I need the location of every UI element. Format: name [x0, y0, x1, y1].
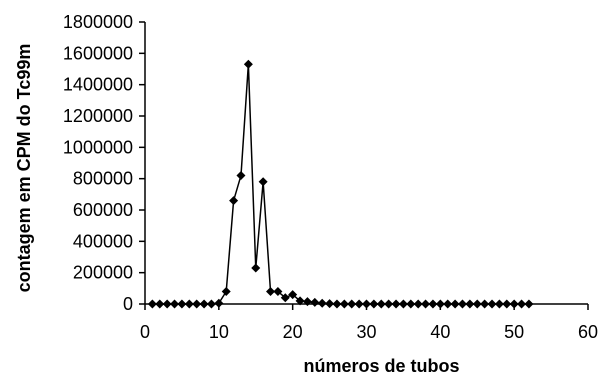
x-tick-label: 20	[283, 322, 303, 342]
data-point-marker	[229, 196, 239, 206]
y-axis-ticks: 0 200000 400000 600000 800000 1000000 1200000 1…	[63, 12, 145, 314]
data-point-marker	[243, 59, 253, 69]
data-point-marker	[266, 286, 276, 296]
y-tick-label: 1400000	[63, 75, 133, 95]
data-point-marker	[354, 299, 364, 309]
x-axis-ticks: 0 10 20 30 40 50 60	[140, 304, 598, 342]
data-point-marker	[170, 299, 180, 309]
data-point-marker	[450, 299, 460, 309]
y-tick-label: 1200000	[63, 106, 133, 126]
data-point-marker	[177, 299, 187, 309]
data-point-marker	[524, 299, 534, 309]
x-tick-label: 50	[504, 322, 524, 342]
x-tick-label: 60	[578, 322, 598, 342]
data-point-marker	[384, 299, 394, 309]
data-point-marker	[428, 299, 438, 309]
y-tick-label: 1000000	[63, 137, 133, 157]
y-tick-label: 400000	[73, 231, 133, 251]
data-point-marker	[376, 299, 386, 309]
data-point-marker	[147, 299, 157, 309]
data-point-marker	[391, 299, 401, 309]
x-tick-label: 10	[209, 322, 229, 342]
data-point-marker	[325, 299, 335, 309]
data-point-marker	[362, 299, 371, 309]
x-axis-title: números de tubos	[303, 356, 459, 376]
data-point-marker	[517, 299, 527, 309]
y-tick-label: 1600000	[63, 43, 133, 63]
series-layer	[147, 59, 534, 309]
data-point-marker	[310, 297, 320, 307]
y-tick-label: 600000	[73, 200, 133, 220]
data-point-marker	[199, 299, 209, 309]
data-point-marker	[273, 286, 283, 296]
y-tick-label: 800000	[73, 169, 133, 189]
data-point-marker	[465, 299, 475, 309]
data-point-marker	[494, 299, 504, 309]
data-point-marker	[347, 299, 357, 309]
data-point-marker	[406, 299, 416, 309]
y-tick-label: 1800000	[63, 12, 133, 32]
data-point-marker	[443, 299, 453, 309]
x-tick-label: 0	[140, 322, 150, 342]
data-point-marker	[295, 296, 305, 306]
y-tick-label: 200000	[73, 263, 133, 283]
data-point-marker	[421, 299, 431, 309]
data-point-marker	[206, 299, 216, 309]
data-point-marker	[155, 299, 165, 309]
x-tick-label: 30	[356, 322, 376, 342]
data-point-marker	[332, 299, 342, 309]
data-point-marker	[480, 299, 490, 309]
data-point-marker	[413, 299, 423, 309]
data-point-marker	[339, 299, 349, 309]
data-point-marker	[288, 290, 298, 300]
x-tick-label: 40	[430, 322, 450, 342]
data-point-marker	[317, 298, 327, 308]
data-point-marker	[251, 263, 261, 273]
series-line	[152, 64, 529, 305]
data-point-marker	[487, 299, 497, 309]
data-point-marker	[184, 299, 194, 309]
y-axis-title: contagem em CPM do Tc99m	[14, 44, 34, 293]
data-point-marker	[509, 299, 519, 309]
data-point-marker	[214, 298, 224, 308]
data-point-marker	[258, 177, 268, 187]
data-point-marker	[280, 293, 290, 303]
data-point-marker	[369, 299, 379, 309]
data-point-marker	[236, 171, 246, 181]
data-point-marker	[192, 299, 202, 309]
data-point-marker	[302, 297, 312, 307]
y-tick-label: 0	[123, 294, 133, 314]
data-point-marker	[435, 299, 445, 309]
data-point-marker	[398, 299, 408, 309]
data-point-marker	[457, 299, 467, 309]
data-point-marker	[221, 286, 231, 296]
data-point-marker	[502, 299, 512, 309]
data-point-marker	[162, 299, 172, 309]
data-point-marker	[472, 299, 482, 309]
